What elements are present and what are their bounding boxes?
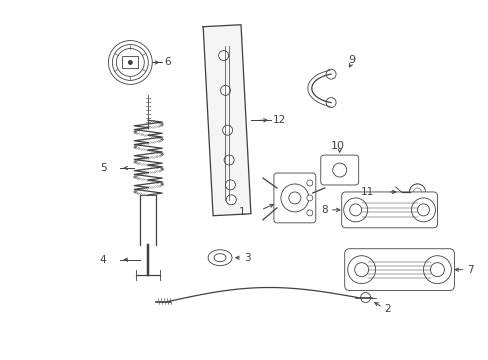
Circle shape (411, 198, 435, 222)
Text: 4: 4 (100, 255, 106, 265)
Circle shape (325, 98, 335, 108)
Bar (122, 57, 138, 68)
Text: 10: 10 (330, 141, 344, 151)
Circle shape (343, 198, 367, 222)
Circle shape (408, 184, 425, 200)
Text: 2: 2 (384, 303, 390, 314)
Polygon shape (203, 25, 250, 216)
FancyBboxPatch shape (341, 192, 437, 228)
Circle shape (226, 195, 236, 205)
Circle shape (128, 60, 132, 64)
Circle shape (347, 256, 375, 284)
Circle shape (222, 125, 232, 135)
Circle shape (325, 69, 335, 79)
Circle shape (218, 51, 228, 60)
Text: 8: 8 (321, 205, 327, 215)
Text: 7: 7 (467, 265, 473, 275)
Circle shape (225, 180, 235, 190)
Circle shape (332, 163, 346, 177)
Circle shape (423, 256, 450, 284)
Circle shape (306, 195, 312, 201)
Text: 1: 1 (238, 207, 244, 217)
Circle shape (306, 210, 312, 216)
Text: 6: 6 (164, 58, 170, 67)
Circle shape (360, 293, 370, 302)
Circle shape (306, 180, 312, 186)
Circle shape (224, 155, 234, 165)
Text: 3: 3 (244, 253, 250, 263)
Text: 9: 9 (347, 55, 354, 66)
Text: 5: 5 (100, 163, 106, 173)
FancyBboxPatch shape (344, 249, 453, 291)
Text: 11: 11 (360, 187, 373, 197)
FancyBboxPatch shape (320, 155, 358, 185)
Text: 12: 12 (272, 115, 285, 125)
Circle shape (280, 184, 308, 212)
Ellipse shape (208, 250, 232, 266)
Circle shape (220, 85, 230, 95)
FancyBboxPatch shape (273, 173, 315, 223)
